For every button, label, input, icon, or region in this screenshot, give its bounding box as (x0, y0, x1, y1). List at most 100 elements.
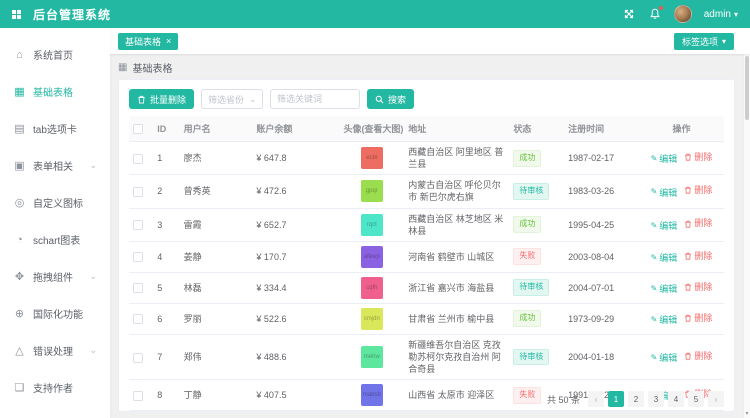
avatar-thumbnail[interactable]: cqfh (360, 276, 383, 299)
table-row: 3 雷霞 ¥ 652.7 rqct 西藏自治区 林芝地区 米林县 成功 1995… (129, 208, 724, 242)
avatar-thumbnail[interactable]: afewp (360, 245, 383, 268)
tab-basic-table[interactable]: 基础表格 × (118, 32, 179, 50)
avatar-thumbnail[interactable]: mabsb (360, 384, 383, 407)
chevron-down-icon: ▾ (721, 36, 726, 46)
trash-icon (685, 352, 692, 360)
edit-button[interactable]: ✎编辑 (650, 314, 678, 325)
avatar-thumbnail[interactable]: smjdn (360, 307, 383, 330)
row-checkbox[interactable] (133, 186, 143, 197)
pencil-icon: ✎ (650, 187, 658, 197)
row-checkbox[interactable] (133, 283, 143, 294)
edit-button[interactable]: ✎编辑 (650, 220, 678, 231)
province-filter-select[interactable]: 筛选省份 ⌄ (201, 89, 264, 109)
row-checkbox[interactable] (133, 314, 143, 325)
username-label: admin (703, 8, 731, 20)
pencil-icon: ✎ (650, 153, 658, 163)
row-checkbox[interactable] (133, 220, 143, 231)
page-content: ▦ 基础表格 批量删除 筛选省份 ⌄ (110, 54, 743, 418)
top-header: 后台管理系统 admin ▾ (0, 0, 750, 28)
sidebar-item-10[interactable]: ❏ 支持作者 (14, 382, 73, 395)
delete-button[interactable]: 删除 (684, 312, 712, 324)
prev-page-button[interactable]: ‹ (588, 391, 604, 407)
cell-balance: ¥ 921.2 (252, 410, 340, 411)
sidebar-item-2[interactable]: ▦ 基础表格 (14, 86, 73, 99)
row-checkbox[interactable] (133, 153, 143, 164)
sidebar-item-3[interactable]: ▤ tab选项卡 (14, 123, 77, 136)
cell-username: 雷霞 (179, 208, 253, 242)
edit-button[interactable]: ✎编辑 (650, 252, 678, 263)
sidebar-item-1[interactable]: ⌂ 系统首页 (0, 36, 110, 73)
vertical-scrollbar: ▾ (743, 54, 750, 418)
cell-username: 林磊 (179, 272, 253, 304)
page-button-4[interactable]: 4 (668, 391, 684, 407)
search-button[interactable]: 搜索 (367, 89, 415, 109)
delete-button[interactable]: 删除 (684, 151, 712, 163)
fullscreen-icon[interactable] (622, 7, 636, 21)
row-checkbox[interactable] (133, 390, 143, 401)
edit-button[interactable]: ✎编辑 (650, 153, 678, 165)
sidebar-item-5[interactable]: ◎ 自定义图标 (14, 197, 83, 210)
cell-register-date: 1983-03-26 (564, 174, 639, 209)
row-checkbox[interactable] (133, 352, 143, 363)
tag-options-button[interactable]: 标签选项 ▾ (673, 32, 734, 50)
notification-bell-icon[interactable] (648, 6, 663, 21)
page-button-2[interactable]: 2 (628, 391, 644, 407)
row-checkbox[interactable] (133, 252, 143, 263)
avatar-thumbnail[interactable]: ecbi (360, 147, 383, 170)
chevron-down-icon: ⌄ (89, 345, 97, 355)
page-button-1[interactable]: 1 (608, 391, 624, 407)
batch-delete-button[interactable]: 批量删除 (129, 89, 195, 109)
tab-close-icon[interactable]: × (166, 35, 172, 46)
edit-button[interactable]: ✎编辑 (650, 352, 678, 364)
cell-balance: ¥ 472.6 (252, 174, 340, 209)
keyword-search-input[interactable] (270, 89, 361, 109)
sidebar-item-7[interactable]: ✥ 拖拽组件 ⌄ (14, 271, 97, 284)
sidebar-item-8[interactable]: ⊕ 国际化功能 (14, 308, 83, 321)
user-avatar[interactable] (673, 5, 692, 23)
cell-username: 郑伟 (179, 334, 253, 381)
cell-balance: ¥ 647.8 (252, 141, 340, 176)
table-row: 5 林磊 ¥ 334.4 cqfh 浙江省 嘉兴市 海盐县 待审核 2004-0… (129, 272, 724, 304)
trash-icon (685, 252, 692, 260)
trash-icon (685, 220, 692, 228)
avatar-thumbnail[interactable]: gpqr (360, 180, 383, 203)
next-page-button[interactable]: › (708, 391, 724, 407)
table-row: 7 郑伟 ¥ 488.6 mehw 新疆维吾尔自治区 克孜勒苏柯尔克孜自治州 阿… (129, 334, 724, 381)
delete-button[interactable]: 删除 (684, 250, 712, 262)
status-badge: 成功 (513, 149, 542, 167)
edit-button[interactable]: ✎编辑 (650, 187, 678, 198)
cell-id: 1 (153, 141, 180, 176)
scrollbar-thumb[interactable] (745, 56, 749, 120)
cell-register-date: 1995-04-25 (564, 208, 639, 242)
trash-icon (685, 283, 692, 291)
app-title: 后台管理系统 (33, 7, 112, 22)
i18n-icon: ⊕ (14, 308, 25, 320)
sidebar-item-6[interactable]: ◔ schart图表 (0, 221, 110, 258)
breadcrumb: ▦ 基础表格 (118, 59, 735, 75)
trash-icon (685, 153, 692, 161)
support-icon: ❏ (14, 382, 25, 394)
sidebar-item-4[interactable]: ▣ 表单相关 ⌄ (14, 160, 97, 173)
delete-button[interactable]: 删除 (684, 350, 712, 362)
tab-bar: 基础表格 × 标签选项 ▾ (110, 28, 750, 54)
table-row: 4 姜静 ¥ 170.7 afewp 河南省 鹤壁市 山城区 失败 2003-0… (129, 241, 724, 273)
delete-button[interactable]: 删除 (684, 281, 712, 293)
edit-button[interactable]: ✎编辑 (650, 283, 678, 294)
menu-grid-icon[interactable] (12, 9, 21, 19)
sidebar-nav: ⌂ 系统首页 ▦ 基础表格 ▤ tab选项卡 ▣ 表单相关 ⌄ ◎ 自定义图标 … (0, 28, 110, 418)
page-button-5[interactable]: 5 (688, 391, 704, 407)
cell-username: 廖杰 (179, 141, 253, 176)
user-dropdown[interactable]: admin ▾ (704, 9, 738, 20)
page-button-3[interactable]: 3 (648, 391, 664, 407)
sidebar-item-9[interactable]: △ 错误处理 ⌄ (0, 332, 110, 369)
cell-address: 河南省 鹤壁市 山城区 (404, 241, 510, 273)
delete-button[interactable]: 删除 (684, 184, 712, 196)
page-title: 基础表格 (132, 63, 173, 75)
avatar-thumbnail[interactable]: rqct (360, 213, 383, 236)
avatar-thumbnail[interactable]: mehw (360, 346, 383, 369)
select-all-checkbox[interactable] (133, 123, 143, 134)
cell-address: 新疆维吾尔自治区 克孜勒苏柯尔克孜自治州 阿合奇县 (404, 334, 510, 381)
tab-label: 基础表格 (125, 36, 162, 47)
column-header: 地址 (404, 116, 510, 142)
delete-button[interactable]: 删除 (684, 217, 712, 229)
